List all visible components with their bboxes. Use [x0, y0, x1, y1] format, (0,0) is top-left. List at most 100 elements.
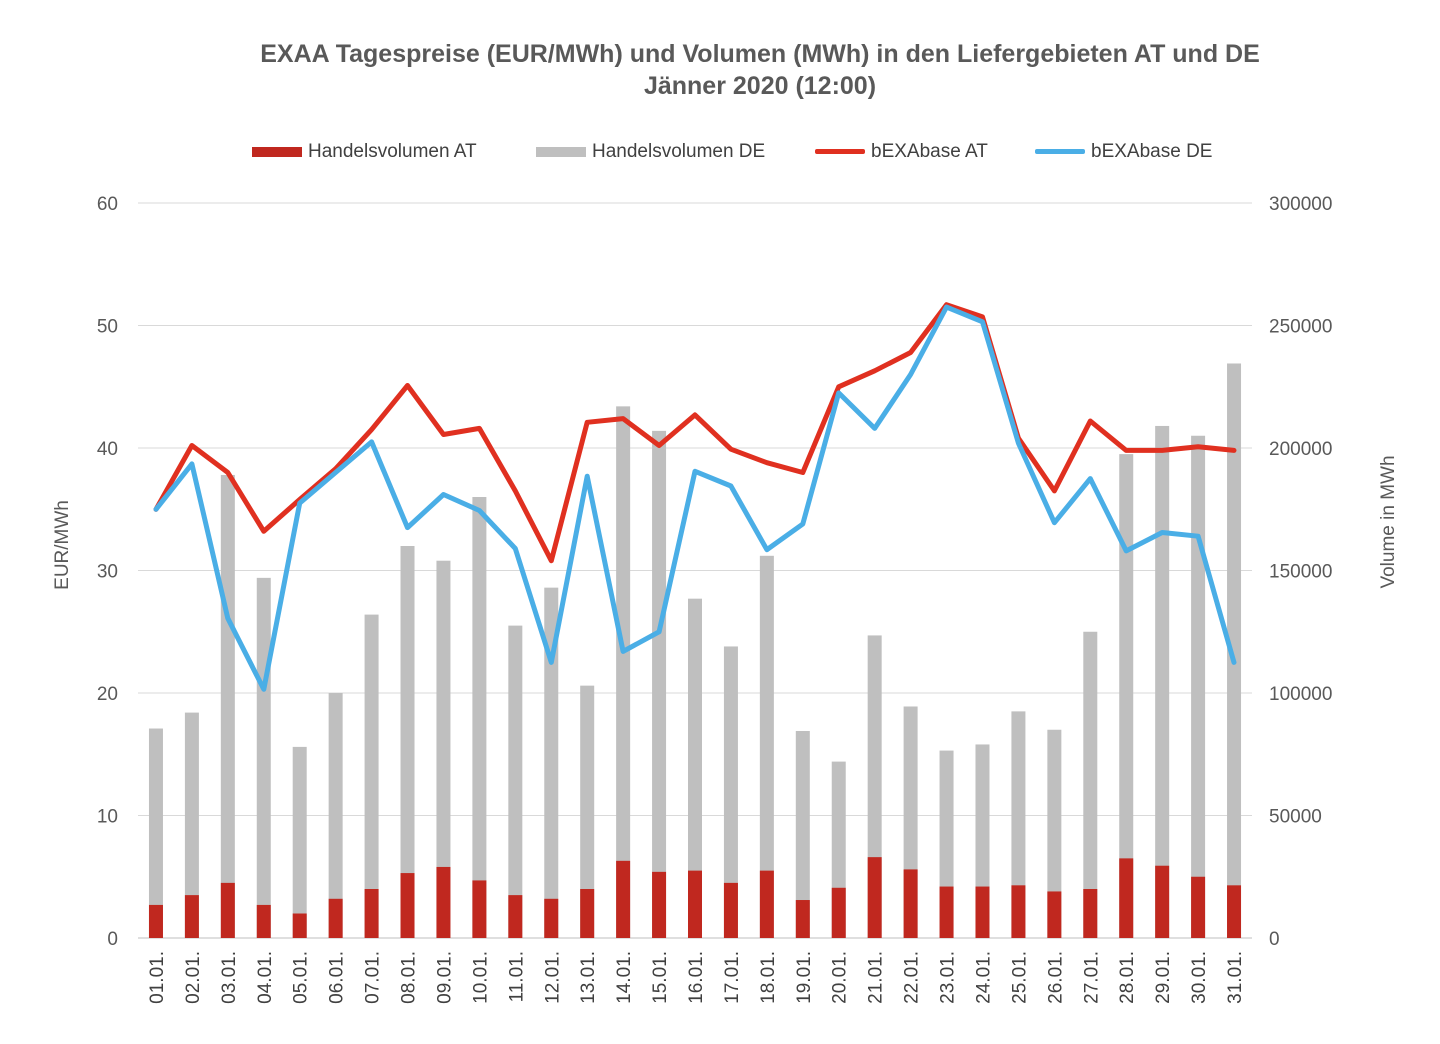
legend-label-bexabase-de: bEXAbase DE: [1091, 141, 1213, 162]
x-tick-label: 05.01.: [291, 951, 312, 1004]
x-tick-label: 02.01.: [183, 951, 204, 1004]
x-tick-label: 26.01.: [1045, 951, 1066, 1004]
bar-handelsvolumen-at: [939, 886, 954, 938]
y-tick-label: 40: [97, 439, 118, 460]
bar-handelsvolumen-de: [1119, 454, 1134, 938]
x-tick-label: 07.01.: [363, 951, 384, 1004]
bar-handelsvolumen-at: [364, 889, 379, 938]
x-tick-label: 21.01.: [866, 951, 887, 1004]
legend-swatch-handelsvolumen-de: [536, 147, 586, 157]
bar-handelsvolumen-at: [400, 873, 415, 938]
bar-handelsvolumen-at: [148, 904, 163, 938]
x-tick-label: 28.01.: [1117, 951, 1138, 1004]
bar-handelsvolumen-at: [1047, 891, 1062, 938]
bar-handelsvolumen-at: [1083, 889, 1098, 938]
bar-handelsvolumen-de: [1011, 711, 1026, 938]
legend-label-handelsvolumen-de: Handelsvolumen DE: [592, 141, 766, 162]
x-tick-label: 15.01.: [650, 951, 671, 1004]
bar-handelsvolumen-de: [652, 430, 667, 938]
x-tick-label: 06.01.: [327, 951, 348, 1004]
y-tick-label: 60: [97, 194, 118, 215]
bar-handelsvolumen-de: [472, 497, 487, 938]
bar-handelsvolumen-at: [256, 904, 271, 938]
bar-handelsvolumen-at: [580, 889, 595, 938]
bar-handelsvolumen-de: [220, 474, 235, 938]
bar-handelsvolumen-at: [795, 900, 810, 938]
y2-axis-label: Volume in MWh: [1378, 455, 1399, 588]
y2-tick-label: 50000: [1269, 807, 1322, 828]
x-tick-label: 25.01.: [1009, 951, 1030, 1004]
y2-tick-label: 250000: [1269, 317, 1332, 338]
y2-tick-label: 100000: [1269, 684, 1332, 705]
bar-handelsvolumen-at: [688, 870, 702, 938]
bar-handelsvolumen-de: [544, 587, 559, 938]
x-tick-label: 23.01.: [938, 951, 959, 1004]
line-bexabase-de: [153, 304, 1237, 692]
y-tick-label: 30: [97, 562, 118, 583]
bar-handelsvolumen-de: [364, 614, 379, 938]
y2-tick-label: 300000: [1269, 194, 1332, 215]
bar-handelsvolumen-de: [759, 555, 774, 938]
bar-handelsvolumen-de: [688, 598, 702, 938]
bar-handelsvolumen-at: [1227, 885, 1242, 938]
bar-handelsvolumen-at: [759, 870, 774, 938]
bar-handelsvolumen-at: [903, 869, 918, 938]
legend-label-handelsvolumen-at: Handelsvolumen AT: [308, 141, 477, 162]
x-tick-label: 27.01.: [1081, 951, 1102, 1004]
x-tick-label: 12.01.: [542, 951, 563, 1004]
x-tick-label: 09.01.: [435, 951, 456, 1004]
x-tick-label: 10.01.: [470, 951, 491, 1004]
legend-label-bexabase-at: bEXAbase AT: [871, 141, 988, 162]
bar-handelsvolumen-at: [867, 857, 882, 938]
bar-handelsvolumen-at: [723, 882, 738, 938]
bar-handelsvolumen-at: [1119, 858, 1134, 938]
line-bexabase-at: [153, 302, 1237, 564]
y-tick-label: 0: [107, 929, 118, 950]
legend-swatch-handelsvolumen-at: [252, 147, 302, 157]
bar-handelsvolumen-de: [616, 406, 631, 939]
x-tick-label: 30.01.: [1189, 951, 1210, 1004]
x-tick-label: 22.01.: [902, 951, 923, 1004]
bar-handelsvolumen-at: [1191, 876, 1206, 938]
bar-handelsvolumen-at: [652, 871, 667, 938]
bar-handelsvolumen-at: [1155, 865, 1170, 938]
bar-handelsvolumen-at: [544, 898, 559, 938]
chart-title: EXAA Tagespreise (EUR/MWh) und Volumen (…: [260, 40, 1260, 68]
bar-handelsvolumen-de: [292, 746, 307, 938]
bar-handelsvolumen-at: [184, 895, 199, 938]
y-tick-label: 10: [97, 807, 118, 828]
y2-tick-label: 150000: [1269, 562, 1332, 583]
bar-handelsvolumen-de: [328, 693, 343, 938]
x-tick-label: 14.01.: [614, 951, 635, 1004]
bar-handelsvolumen-at: [1011, 885, 1026, 938]
x-tick-label: 20.01.: [830, 951, 851, 1004]
bar-handelsvolumen-de: [795, 730, 810, 938]
bar-handelsvolumen-at: [292, 913, 307, 938]
bar-handelsvolumen-at: [472, 880, 487, 938]
bar-handelsvolumen-de: [256, 577, 271, 938]
x-tick-label: 29.01.: [1153, 951, 1174, 1004]
bar-handelsvolumen-at: [616, 860, 631, 938]
bar-handelsvolumen-de: [400, 546, 415, 938]
y-axis-label: EUR/MWh: [52, 500, 73, 590]
bar-handelsvolumen-de: [723, 646, 738, 938]
bar-handelsvolumen-at: [508, 895, 523, 938]
x-tick-label: 04.01.: [255, 951, 276, 1004]
bar-handelsvolumen-at: [975, 886, 990, 938]
x-tick-label: 11.01.: [506, 951, 527, 1002]
bar-handelsvolumen-at: [436, 866, 451, 938]
bar-handelsvolumen-de: [508, 625, 523, 938]
bar-handelsvolumen-at: [831, 887, 846, 938]
x-tick-label: 17.01.: [722, 951, 743, 1004]
x-tick-label: 13.01.: [578, 951, 599, 1004]
x-tick-label: 16.01.: [686, 951, 707, 1004]
bar-handelsvolumen-de: [1155, 425, 1170, 938]
y-tick-label: 20: [97, 684, 118, 705]
chart-subtitle: Jänner 2020 (12:00): [643, 72, 877, 100]
x-tick-label: 24.01.: [974, 951, 995, 1004]
x-tick-label: 08.01.: [399, 951, 420, 1004]
bar-handelsvolumen-de: [1227, 363, 1242, 939]
bar-handelsvolumen-de: [1047, 729, 1062, 938]
